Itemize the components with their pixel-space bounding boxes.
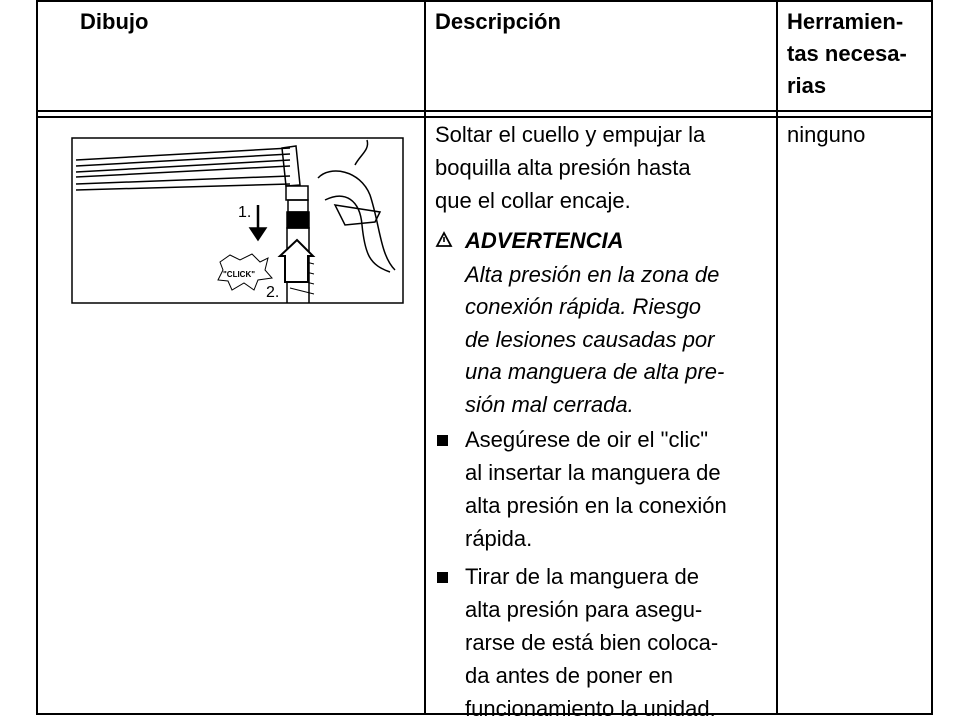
table-border-right	[931, 0, 933, 715]
header-rule	[36, 116, 933, 118]
warning-line: Alta presión en la zona de	[465, 262, 720, 287]
warning-line: sión mal cerrada.	[465, 391, 634, 417]
bullet-line: rápida.	[465, 526, 533, 551]
bullet-line: al insertar la manguera de	[465, 460, 721, 485]
warning-title: ADVERTENCIA	[465, 228, 624, 253]
bullet-line: da antes de poner en	[465, 663, 673, 688]
warning-line: de lesiones causadas por	[465, 326, 715, 352]
drawing-label: "CLICK"	[223, 270, 256, 279]
description-line: boquilla alta presión hasta	[435, 155, 691, 180]
bullet-line: alta presión para asegu-	[465, 597, 703, 622]
header-cell: Descripción	[435, 9, 561, 34]
header-rule	[36, 110, 933, 112]
table-border-top	[36, 0, 933, 2]
warning-line: conexión rápida. Riesgo	[465, 294, 702, 320]
drawing-label: 1.	[238, 204, 252, 221]
bullet-line: alta presión en la conexión	[465, 493, 727, 518]
bullet-line: funcionamiento la unidad.	[465, 696, 716, 721]
header-cell: Dibujo	[80, 9, 149, 34]
header-cell: Herramien-	[787, 9, 904, 34]
bullet-line: rarse de está bien coloca-	[465, 630, 719, 655]
tools-cell: ninguno	[787, 122, 866, 147]
header-cell: rias	[787, 73, 827, 98]
column-divider	[424, 0, 426, 715]
table-border-bottom	[36, 713, 933, 715]
bullet-line: Tirar de la manguera de	[465, 564, 699, 589]
description-line: que el collar encaje.	[435, 188, 631, 213]
column-divider	[776, 0, 778, 715]
header-cell: tas necesa-	[787, 41, 907, 66]
drawing-label: 2.	[266, 284, 280, 301]
table-border-left	[36, 0, 38, 715]
warning-line: una manguera de alta pre-	[465, 359, 725, 385]
description-line: Soltar el cuello y empujar la	[435, 122, 706, 147]
bullet-line: Asegúrese de oir el "clic"	[465, 427, 709, 452]
